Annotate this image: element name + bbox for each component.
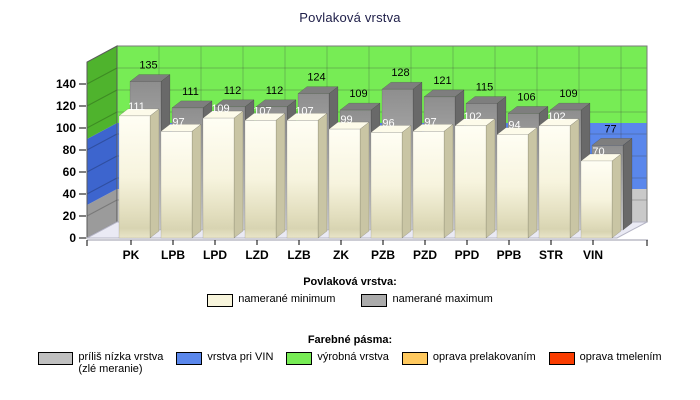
- min-value-label: 70: [592, 146, 604, 158]
- left-wall-band: [87, 123, 117, 205]
- low-layer-label: príliš nízka vrstva (zlé meranie): [78, 351, 164, 375]
- x-tick-label: PK: [123, 248, 140, 262]
- left-wall-gridline: [86, 89, 118, 107]
- legend-item-repaint: oprava prelakovaním: [401, 351, 536, 365]
- repaint-label: oprava prelakovaním: [432, 351, 536, 363]
- y-tick-label: 100: [56, 121, 76, 135]
- bar: [454, 118, 496, 239]
- min-value-label: 97: [424, 116, 436, 128]
- chart-title: Povlaková vrstva: [299, 10, 401, 25]
- x-tick-label: PPB: [497, 248, 522, 262]
- bar: [286, 112, 328, 239]
- left-wall-gridline: [86, 155, 118, 173]
- max-value-label: 128: [391, 67, 409, 79]
- max-value-label: 106: [517, 91, 535, 103]
- series-legend: Povlaková vrstva: namerané minimum namer…: [0, 276, 700, 307]
- series-legend-title: Povlaková vrstva:: [303, 276, 397, 288]
- left-wall-gridline: [86, 67, 118, 85]
- max-value-label: 77: [604, 123, 616, 135]
- production-layer-label: výrobná vrstva: [317, 351, 389, 363]
- maximum-swatch: [361, 294, 388, 307]
- min-value-label: 109: [211, 103, 229, 115]
- min-value-label: 102: [463, 111, 481, 123]
- bar: [538, 118, 580, 239]
- max-value-label: 124: [307, 72, 325, 84]
- production-layer-swatch: [286, 352, 313, 365]
- y-tick-label: 40: [63, 187, 77, 201]
- putty-swatch: [548, 352, 575, 365]
- max-value-label: 121: [433, 75, 451, 87]
- max-value-label: 115: [476, 82, 494, 94]
- legend-item-production-layer: výrobná vrstva: [286, 351, 389, 365]
- y-tick-label: 80: [63, 143, 77, 157]
- bar: [496, 127, 538, 239]
- bar: [328, 121, 370, 239]
- min-value-label: 107: [295, 105, 313, 117]
- x-tick-label: PZB: [371, 248, 395, 262]
- max-value-label: 112: [224, 85, 242, 97]
- left-wall-band: [87, 46, 117, 139]
- min-value-label: 102: [547, 111, 565, 123]
- y-tick-label: 0: [69, 231, 76, 245]
- min-value-label: 96: [382, 117, 394, 129]
- bands-legend: Farebné pásma: príliš nízka vrstva (zlé …: [0, 334, 700, 375]
- bar: [580, 153, 622, 239]
- vin-layer-swatch: [176, 352, 203, 365]
- x-tick-label: PZD: [413, 248, 437, 262]
- y-tick-label: 140: [56, 77, 76, 91]
- y-tick-label: 120: [56, 99, 76, 113]
- max-value-label: 109: [559, 88, 577, 100]
- x-tick-label: LZB: [287, 248, 311, 262]
- min-value-label: 107: [253, 105, 271, 117]
- legend-item-low-layer: príliš nízka vrstva (zlé meranie): [38, 351, 163, 375]
- bar: [370, 124, 412, 239]
- x-tick-label: LZD: [245, 248, 269, 262]
- min-value-label: 97: [172, 116, 184, 128]
- x-tick-label: LPD: [203, 248, 227, 262]
- legend-item-vin-layer: vrstva pri VIN: [176, 351, 273, 365]
- bands-legend-title: Farebné pásma:: [307, 334, 393, 346]
- bar: [412, 123, 454, 239]
- y-tick-label: 60: [63, 165, 77, 179]
- vin-layer-label: vrstva pri VIN: [207, 351, 274, 363]
- max-value-label: 111: [182, 86, 199, 98]
- low-layer-swatch: [38, 352, 74, 365]
- max-value-label: 109: [349, 88, 367, 100]
- x-tick-label: STR: [539, 248, 563, 262]
- chart-canvas: 135 111 111 97 112 109 112 107 124 107 109 99 128 96 1…: [56, 45, 648, 262]
- x-tick-label: LPB: [161, 248, 185, 262]
- left-wall-gridline: [86, 199, 118, 217]
- bar: [202, 110, 244, 239]
- legend-item-putty: oprava tmelením: [548, 351, 662, 365]
- putty-label: oprava tmelením: [579, 351, 662, 363]
- max-value-label: 112: [266, 85, 284, 97]
- min-value-label: 99: [340, 114, 352, 126]
- x-tick-label: PPD: [455, 248, 480, 262]
- bar: [244, 112, 286, 239]
- bar: [118, 108, 160, 239]
- legend-item-maximum-label: namerané maximum: [392, 293, 493, 305]
- left-wall-gridline: [86, 133, 118, 151]
- x-tick-label: ZK: [333, 248, 349, 262]
- legend-item-minimum-label: namerané minimum: [238, 293, 336, 305]
- min-value-label: 94: [508, 120, 520, 132]
- min-value-label: 111: [128, 101, 145, 113]
- legend-item-maximum: namerané maximum: [361, 293, 493, 307]
- y-tick-label: 20: [63, 209, 77, 223]
- bar: [160, 123, 202, 239]
- repaint-swatch: [401, 352, 428, 365]
- legend-item-minimum: namerané minimum: [207, 293, 335, 307]
- max-value-label: 135: [139, 60, 157, 72]
- left-wall-gridline: [86, 111, 118, 129]
- x-tick-label: VIN: [583, 248, 603, 262]
- left-wall-gridline: [86, 177, 118, 195]
- minimum-swatch: [207, 294, 234, 307]
